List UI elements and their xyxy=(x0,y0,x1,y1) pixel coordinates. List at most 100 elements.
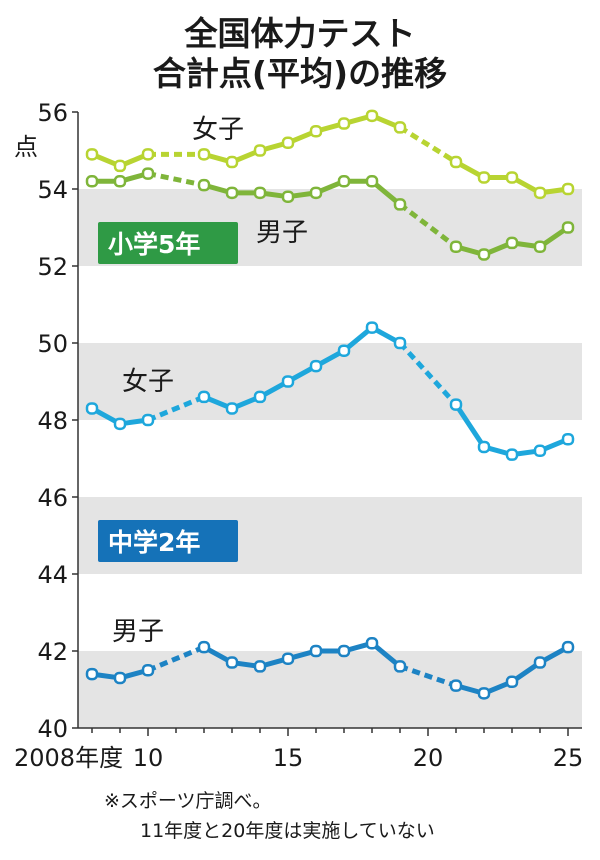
data-point xyxy=(141,148,155,161)
data-point xyxy=(309,186,323,200)
data-point xyxy=(337,644,351,658)
data-point xyxy=(561,640,575,654)
y-tick-label: 48 xyxy=(37,407,68,435)
badge-junior-text: 中学2年 xyxy=(108,528,200,557)
data-point xyxy=(197,640,211,654)
data-point xyxy=(197,178,211,192)
data-point xyxy=(113,159,127,173)
data-point xyxy=(253,186,267,200)
grid-band xyxy=(78,651,582,728)
data-point xyxy=(309,125,323,138)
label-elem-boys: 男子 xyxy=(256,218,308,248)
data-point xyxy=(477,248,491,261)
y-tick-label: 52 xyxy=(37,253,68,281)
label-jr-girls: 女子 xyxy=(122,367,174,397)
data-point xyxy=(505,675,519,689)
series-elem_boys xyxy=(85,167,575,261)
note-line-2: 11年度と20年度は実施していない xyxy=(140,820,435,842)
data-point xyxy=(225,656,239,669)
data-point xyxy=(393,121,407,134)
data-point xyxy=(449,240,463,253)
x-tick-label: 20 xyxy=(413,744,444,772)
data-point xyxy=(281,190,295,203)
data-point xyxy=(113,671,127,685)
series-jr_girls xyxy=(85,321,575,461)
y-tick-label: 54 xyxy=(37,176,68,204)
series-segment xyxy=(453,402,487,450)
y-tick-label: 42 xyxy=(37,638,68,666)
series-gap-segment xyxy=(147,644,205,673)
data-point xyxy=(141,664,155,677)
y-tick-label: 50 xyxy=(37,330,68,358)
data-point xyxy=(225,155,239,169)
data-point xyxy=(253,390,267,404)
series-gap-segment xyxy=(147,171,205,188)
data-point xyxy=(561,433,575,446)
series-gap-segment xyxy=(398,341,458,407)
data-point xyxy=(281,652,295,665)
label-elem-girls: 女子 xyxy=(192,115,244,145)
data-point xyxy=(365,109,379,123)
data-point xyxy=(85,148,99,161)
badge-junior: 中学2年 xyxy=(98,520,238,562)
badge-elementary-text: 小学5年 xyxy=(108,230,200,259)
data-point xyxy=(533,444,547,458)
data-point xyxy=(281,375,295,388)
y-tick-label: 44 xyxy=(37,561,68,589)
data-point xyxy=(505,236,519,250)
data-point xyxy=(393,198,407,211)
data-point xyxy=(533,240,547,253)
series-jr_boys xyxy=(85,637,575,700)
series-labels: 女子 男子 女子 男子 xyxy=(112,115,308,647)
badge-elementary-bg xyxy=(98,222,238,264)
data-point xyxy=(477,440,491,454)
axes: 40 42 44 46 48 50 52 54 56 2008年度 10 15 20 25 xyxy=(14,99,583,772)
grid-bands xyxy=(78,189,582,728)
data-point xyxy=(365,637,379,650)
data-point xyxy=(393,336,407,350)
data-point xyxy=(253,144,267,157)
data-point xyxy=(393,660,407,673)
data-point xyxy=(309,644,323,658)
x-tick-label: 10 xyxy=(133,744,164,772)
series-gap-segment xyxy=(399,664,457,689)
data-point xyxy=(141,167,155,180)
data-point xyxy=(505,171,519,184)
data-point xyxy=(225,402,239,415)
series-gap-segment xyxy=(398,125,458,165)
data-point xyxy=(197,390,211,404)
data-point xyxy=(309,359,323,373)
y-tick-label: 40 xyxy=(37,715,68,743)
data-point xyxy=(281,136,295,150)
chart-title: 全国体力テスト 合計点(平均)の推移 xyxy=(0,14,600,94)
series-gap-segment xyxy=(147,394,205,423)
data-point xyxy=(533,186,547,200)
data-point xyxy=(337,175,351,188)
data-point xyxy=(253,660,267,673)
y-tick-label: 46 xyxy=(37,484,68,512)
data-point xyxy=(365,175,379,188)
data-point xyxy=(449,679,463,692)
title-line-1: 全国体力テスト xyxy=(184,14,416,53)
badge-elementary: 小学5年 xyxy=(98,222,238,264)
data-point xyxy=(505,448,519,461)
data-point xyxy=(141,413,155,427)
title-line-2: 合計点(平均)の推移 xyxy=(152,54,448,93)
data-point xyxy=(85,402,99,415)
data-point xyxy=(85,175,99,188)
data-point xyxy=(337,344,351,357)
data-point xyxy=(477,687,491,700)
note-line-1: ※スポーツ庁調べ。 xyxy=(104,790,272,812)
data-point xyxy=(449,398,463,411)
data-point xyxy=(337,117,351,130)
x-tick-label: 25 xyxy=(553,744,584,772)
data-point xyxy=(113,417,127,431)
series-elem_girls xyxy=(85,109,575,200)
data-point xyxy=(533,656,547,669)
source-note: ※スポーツ庁調べ。 11年度と20年度は実施していない xyxy=(104,786,435,846)
data-point xyxy=(85,667,99,681)
series-gap-segment xyxy=(398,202,458,249)
data-point xyxy=(225,186,239,200)
y-tick-label: 56 xyxy=(37,99,68,127)
